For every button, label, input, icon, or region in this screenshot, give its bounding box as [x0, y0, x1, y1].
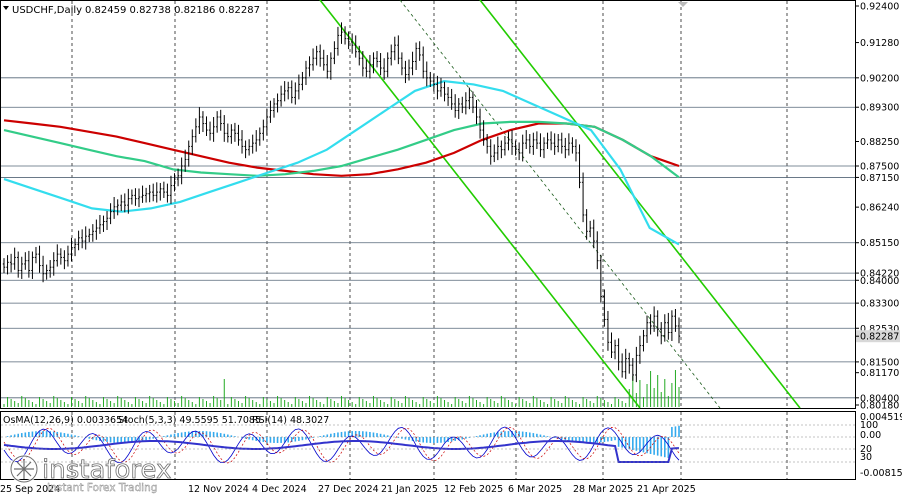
indicators — [1, 424, 855, 464]
channel-upper-line — [479, 0, 801, 409]
level-lines — [1, 77, 855, 399]
price-axis-label: 0.84220 — [860, 269, 899, 280]
volume-bars — [3, 370, 680, 407]
time-axis-label: 28 Mar 2025 — [573, 484, 633, 495]
stoch-main-line — [3, 426, 680, 464]
stoch-signal-line — [3, 426, 680, 464]
time-axis-label: 25 Sep 2024 — [0, 484, 60, 495]
time-axis: 25 Sep 2024 12 Nov 2024 4 Dec 2024 27 Dec 2… — [0, 484, 696, 495]
price-axis-label: 0.82530 — [860, 324, 899, 335]
price-axis-label: 0.80180 — [860, 401, 899, 412]
instaforex-logo: instaforex Instant Forex Trading — [9, 454, 172, 494]
rsi-line — [3, 440, 680, 463]
ema-cyan-line — [3, 79, 680, 246]
indicator-axis-label: 0.0045191 — [860, 412, 902, 423]
price-axis-label: 0.81170 — [860, 368, 899, 379]
indicator-header: OsMA(12,26,9) 0.0033654 Stoch(5,3,3) 49.… — [3, 415, 329, 426]
price-axis-label: 0.82287 — [860, 332, 899, 343]
time-axis-label: 21 Jan 2025 — [381, 484, 438, 495]
indicator-axis-label: 20 — [860, 444, 872, 455]
time-axis-label: 12 Feb 2025 — [444, 484, 503, 495]
rsi-label: RSI(14) 48.3027 — [252, 415, 329, 426]
indicator-axis-label: 0.00 — [860, 430, 881, 441]
chart-shift-marker-icon[interactable] — [678, 2, 688, 7]
stoch-label: Stoch(5,3,3) 49.5595 51.7085 — [118, 415, 261, 426]
indicator-panel-frame — [0, 411, 856, 480]
chart-header: USDCHF,Daily 0.82459 0.82738 0.82186 0.8… — [3, 5, 260, 16]
channel-lower-line — [319, 0, 641, 409]
time-axis-label: 12 Nov 2024 — [188, 484, 249, 495]
time-axis-label: 21 Apr 2025 — [637, 484, 696, 495]
logo-brand-text: instaforex — [42, 455, 171, 485]
price-axis-label: 0.86240 — [860, 203, 899, 214]
price-axis-label: 0.84000 — [860, 276, 899, 287]
time-axis-label: 4 Dec 2024 — [252, 484, 307, 495]
logo-emblem-icon — [9, 454, 39, 484]
trend-channel — [319, 0, 801, 409]
ema-red-line — [3, 119, 680, 177]
price-axis-label: 0.91280 — [860, 38, 899, 49]
moving-averages — [3, 79, 680, 246]
price-axis: 0.92400 0.91280 0.90200 0.89300 0.88250 0.875… — [855, 2, 902, 479]
indicator-axis-label: 30 — [860, 452, 872, 463]
time-axis-label: 6 Mar 2025 — [508, 484, 562, 495]
ohlc-label: 0.82459 0.82738 0.82186 0.82287 — [85, 5, 260, 16]
current-price-box — [856, 330, 900, 343]
price-axis-label: 0.85150 — [860, 238, 899, 249]
symbol-label: USDCHF,Daily — [12, 5, 82, 16]
indicator-axis-label: 100 — [860, 420, 878, 431]
price-axis-label: 0.80400 — [860, 393, 899, 404]
channel-mid-line — [399, 0, 721, 409]
ema-green-line — [3, 120, 680, 179]
osma-label: OsMA(12,26,9) 0.0033654 — [3, 415, 128, 426]
dropdown-triangle-icon[interactable] — [3, 6, 9, 10]
price-axis-label: 0.81500 — [860, 357, 899, 368]
price-axis-label: 0.88250 — [860, 137, 899, 148]
grid — [71, 1, 788, 479]
price-axis-label: 0.89300 — [860, 103, 899, 114]
price-axis-label: 0.87150 — [860, 173, 899, 184]
price-axis-label: 0.90200 — [860, 73, 899, 84]
time-axis-label: 27 Dec 2024 — [318, 484, 379, 495]
price-axis-label: 0.83300 — [860, 299, 899, 310]
logo-tagline-text: Instant Forex Trading — [47, 482, 157, 494]
price-axis-label: 0.87500 — [860, 161, 899, 172]
price-panel-frame — [0, 0, 856, 409]
candles — [2, 22, 681, 383]
price-axis-label: 0.92400 — [860, 2, 899, 13]
